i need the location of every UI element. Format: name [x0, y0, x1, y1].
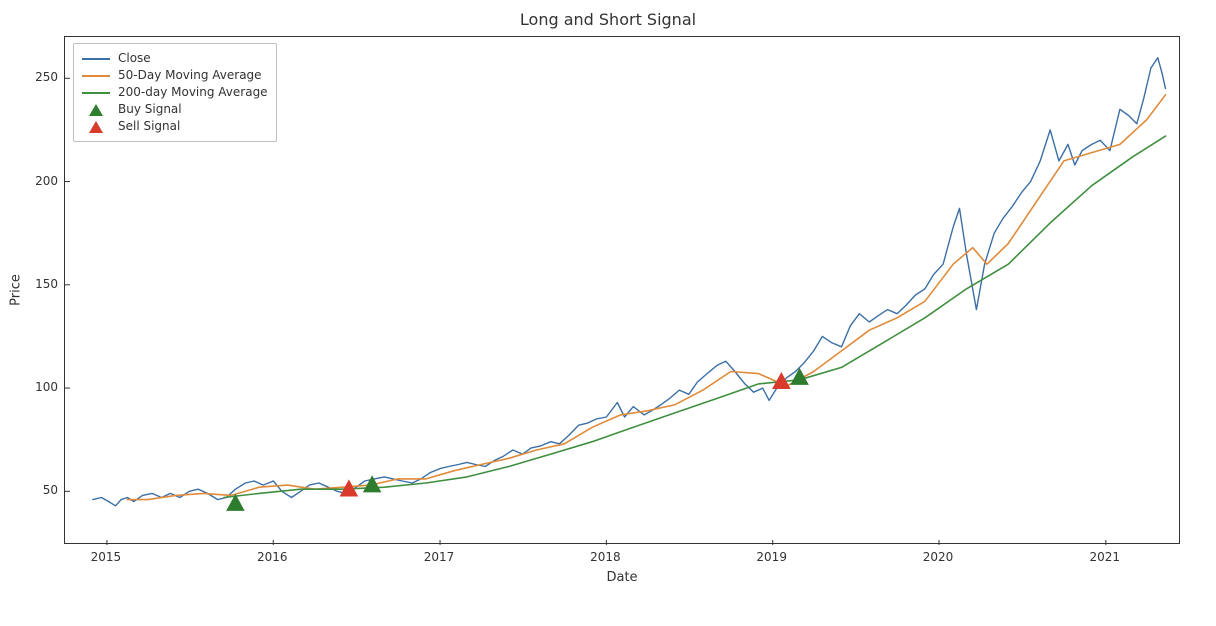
x-tick-label: 2017 [424, 550, 455, 564]
legend-line-swatch [82, 58, 110, 60]
x-tick-label: 2015 [91, 550, 122, 564]
chart-title: Long and Short Signal [0, 10, 1216, 29]
legend-item: 200-day Moving Average [82, 84, 268, 101]
series-ma50 [127, 95, 1165, 500]
legend-label: 50-Day Moving Average [118, 67, 262, 84]
legend-line-swatch [82, 75, 110, 77]
x-tick-label: 2018 [590, 550, 621, 564]
y-tick-label: 200 [28, 174, 58, 188]
legend-marker-swatch [89, 121, 103, 133]
legend-item: Buy Signal [82, 101, 268, 118]
legend-line-swatch [82, 92, 110, 94]
legend-label: 200-day Moving Average [118, 84, 268, 101]
legend-marker-swatch [89, 104, 103, 116]
legend-item: Sell Signal [82, 118, 268, 135]
y-tick-label: 100 [28, 380, 58, 394]
x-tick-label: 2019 [756, 550, 787, 564]
chart-viewport: Long and Short Signal Close50-Day Moving… [0, 0, 1216, 626]
series-ma200 [224, 136, 1166, 497]
legend-item: 50-Day Moving Average [82, 67, 268, 84]
x-tick-label: 2016 [257, 550, 288, 564]
legend: Close50-Day Moving Average200-day Moving… [73, 43, 277, 142]
x-tick-label: 2020 [923, 550, 954, 564]
legend-label: Buy Signal [118, 101, 182, 118]
y-axis-label: Price [9, 274, 24, 306]
plot-area: Close50-Day Moving Average200-day Moving… [64, 36, 1180, 544]
y-tick-label: 250 [28, 70, 58, 84]
y-tick-label: 150 [28, 277, 58, 291]
y-tick-label: 50 [28, 483, 58, 497]
x-axis-label: Date [606, 570, 637, 585]
legend-label: Sell Signal [118, 118, 180, 135]
x-tick-label: 2021 [1090, 550, 1121, 564]
legend-item: Close [82, 50, 268, 67]
legend-label: Close [118, 50, 151, 67]
